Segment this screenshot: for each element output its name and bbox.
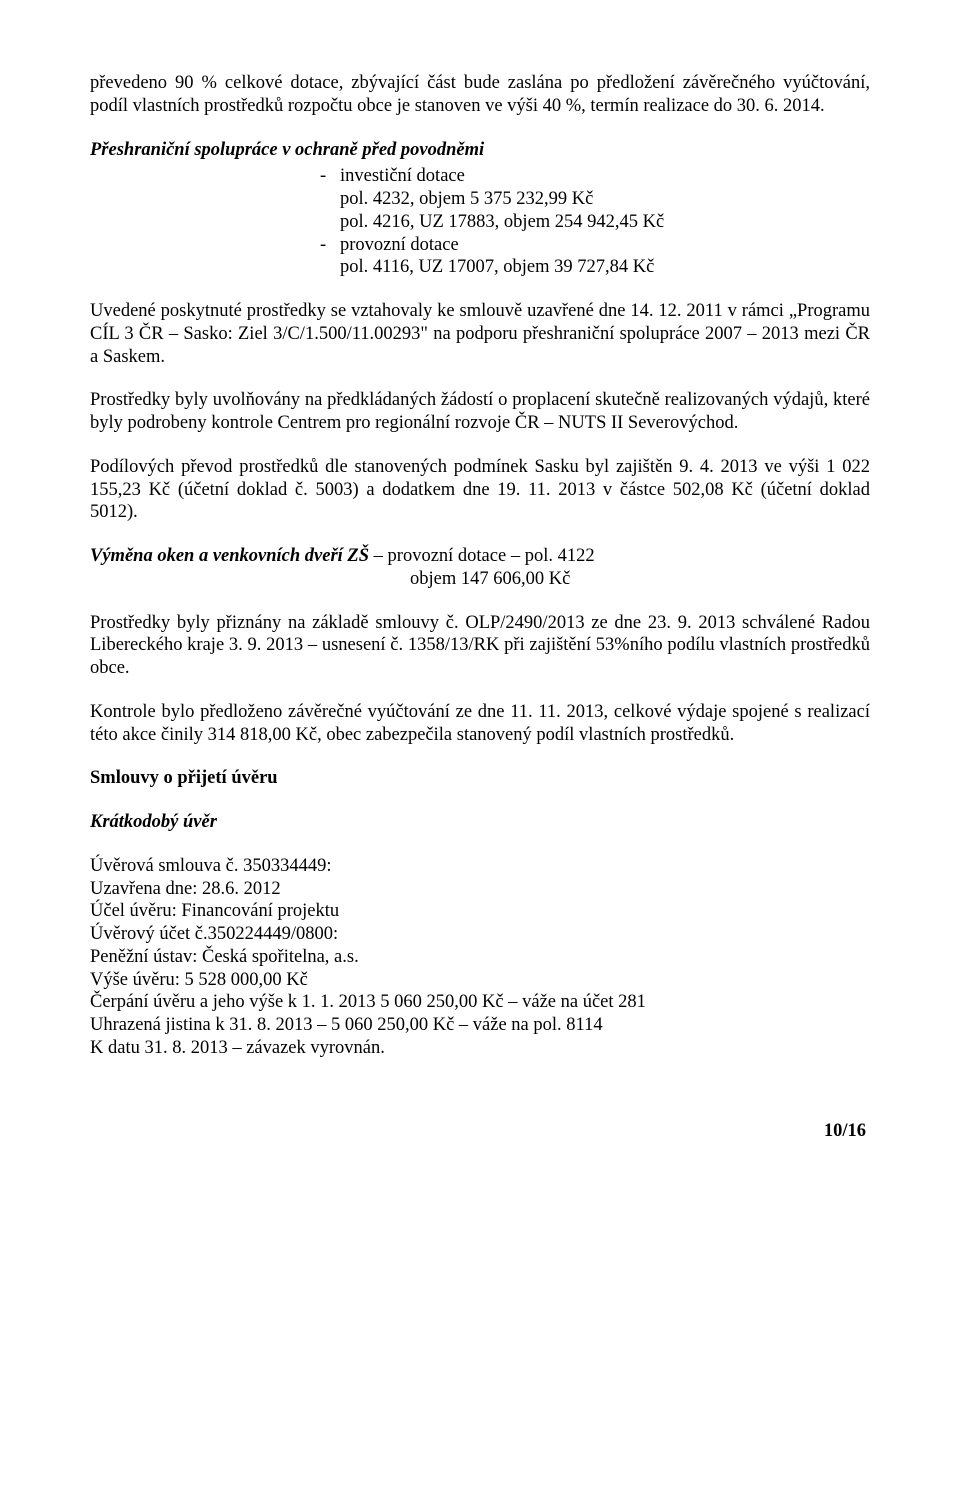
loan-block: Úvěrová smlouva č. 350334449: Uzavřena d…: [90, 855, 870, 1060]
dash-icon: -: [320, 165, 340, 188]
heading-smlouvy: Smlouvy o přijetí úvěru: [90, 767, 870, 790]
paragraph-1: převedeno 90 % celkové dotace, zbývající…: [90, 72, 870, 118]
indent-list-1: - investiční dotace pol. 4232, objem 5 3…: [90, 165, 870, 279]
paragraph-5: Podílových převod prostředků dle stanove…: [90, 456, 870, 524]
list-subline: pol. 4216, UZ 17883, objem 254 942,45 Kč: [320, 211, 870, 234]
loan-line: K datu 31. 8. 2013 – závazek vyrovnán.: [90, 1037, 870, 1060]
list-subline: pol. 4232, objem 5 375 232,99 Kč: [320, 188, 870, 211]
paragraph-3: Uvedené poskytnuté prostředky se vztahov…: [90, 300, 870, 368]
heading-kratkodoby: Krátkodobý úvěr: [90, 811, 870, 834]
section-preshranicni: Přeshraniční spolupráce v ochraně před p…: [90, 139, 870, 280]
loan-line: Uhrazená jistina k 31. 8. 2013 – 5 060 2…: [90, 1014, 870, 1037]
paragraph-8: Kontrole bylo předloženo závěrečné vyúčt…: [90, 701, 870, 747]
list-item: - provozní dotace: [320, 234, 870, 257]
vymena-tail: – provozní dotace – pol. 4122: [369, 546, 595, 566]
line-vymena-1: Výměna oken a venkovních dveří ZŠ – prov…: [90, 545, 870, 568]
loan-line: Čerpání úvěru a jeho výše k 1. 1. 2013 5…: [90, 991, 870, 1014]
document-page: převedeno 90 % celkové dotace, zbývající…: [0, 0, 960, 1182]
list-item: - investiční dotace: [320, 165, 870, 188]
loan-line: Účel úvěru: Financování projektu: [90, 900, 870, 923]
paragraph-4: Prostředky byly uvolňovány na předkládan…: [90, 389, 870, 435]
loan-line: Výše úvěru: 5 528 000,00 Kč: [90, 969, 870, 992]
loan-line: Úvěrový účet č.350224449/0800:: [90, 923, 870, 946]
list-text: provozní dotace: [340, 234, 870, 257]
loan-line: Uzavřena dne: 28.6. 2012: [90, 878, 870, 901]
loan-line: Úvěrová smlouva č. 350334449:: [90, 855, 870, 878]
line-vymena-2: objem 147 606,00 Kč: [90, 568, 870, 591]
loan-line: Peněžní ústav: Česká spořitelna, a.s.: [90, 946, 870, 969]
section-title: Přeshraniční spolupráce v ochraně před p…: [90, 139, 870, 162]
paragraph-7: Prostředky byly přiznány na základě smlo…: [90, 612, 870, 680]
section-vymena: Výměna oken a venkovních dveří ZŠ – prov…: [90, 545, 870, 591]
vymena-title: Výměna oken a venkovních dveří ZŠ: [90, 546, 369, 566]
dash-icon: -: [320, 234, 340, 257]
page-number: 10/16: [90, 1120, 870, 1143]
list-text: investiční dotace: [340, 165, 870, 188]
list-subline: pol. 4116, UZ 17007, objem 39 727,84 Kč: [320, 256, 870, 279]
